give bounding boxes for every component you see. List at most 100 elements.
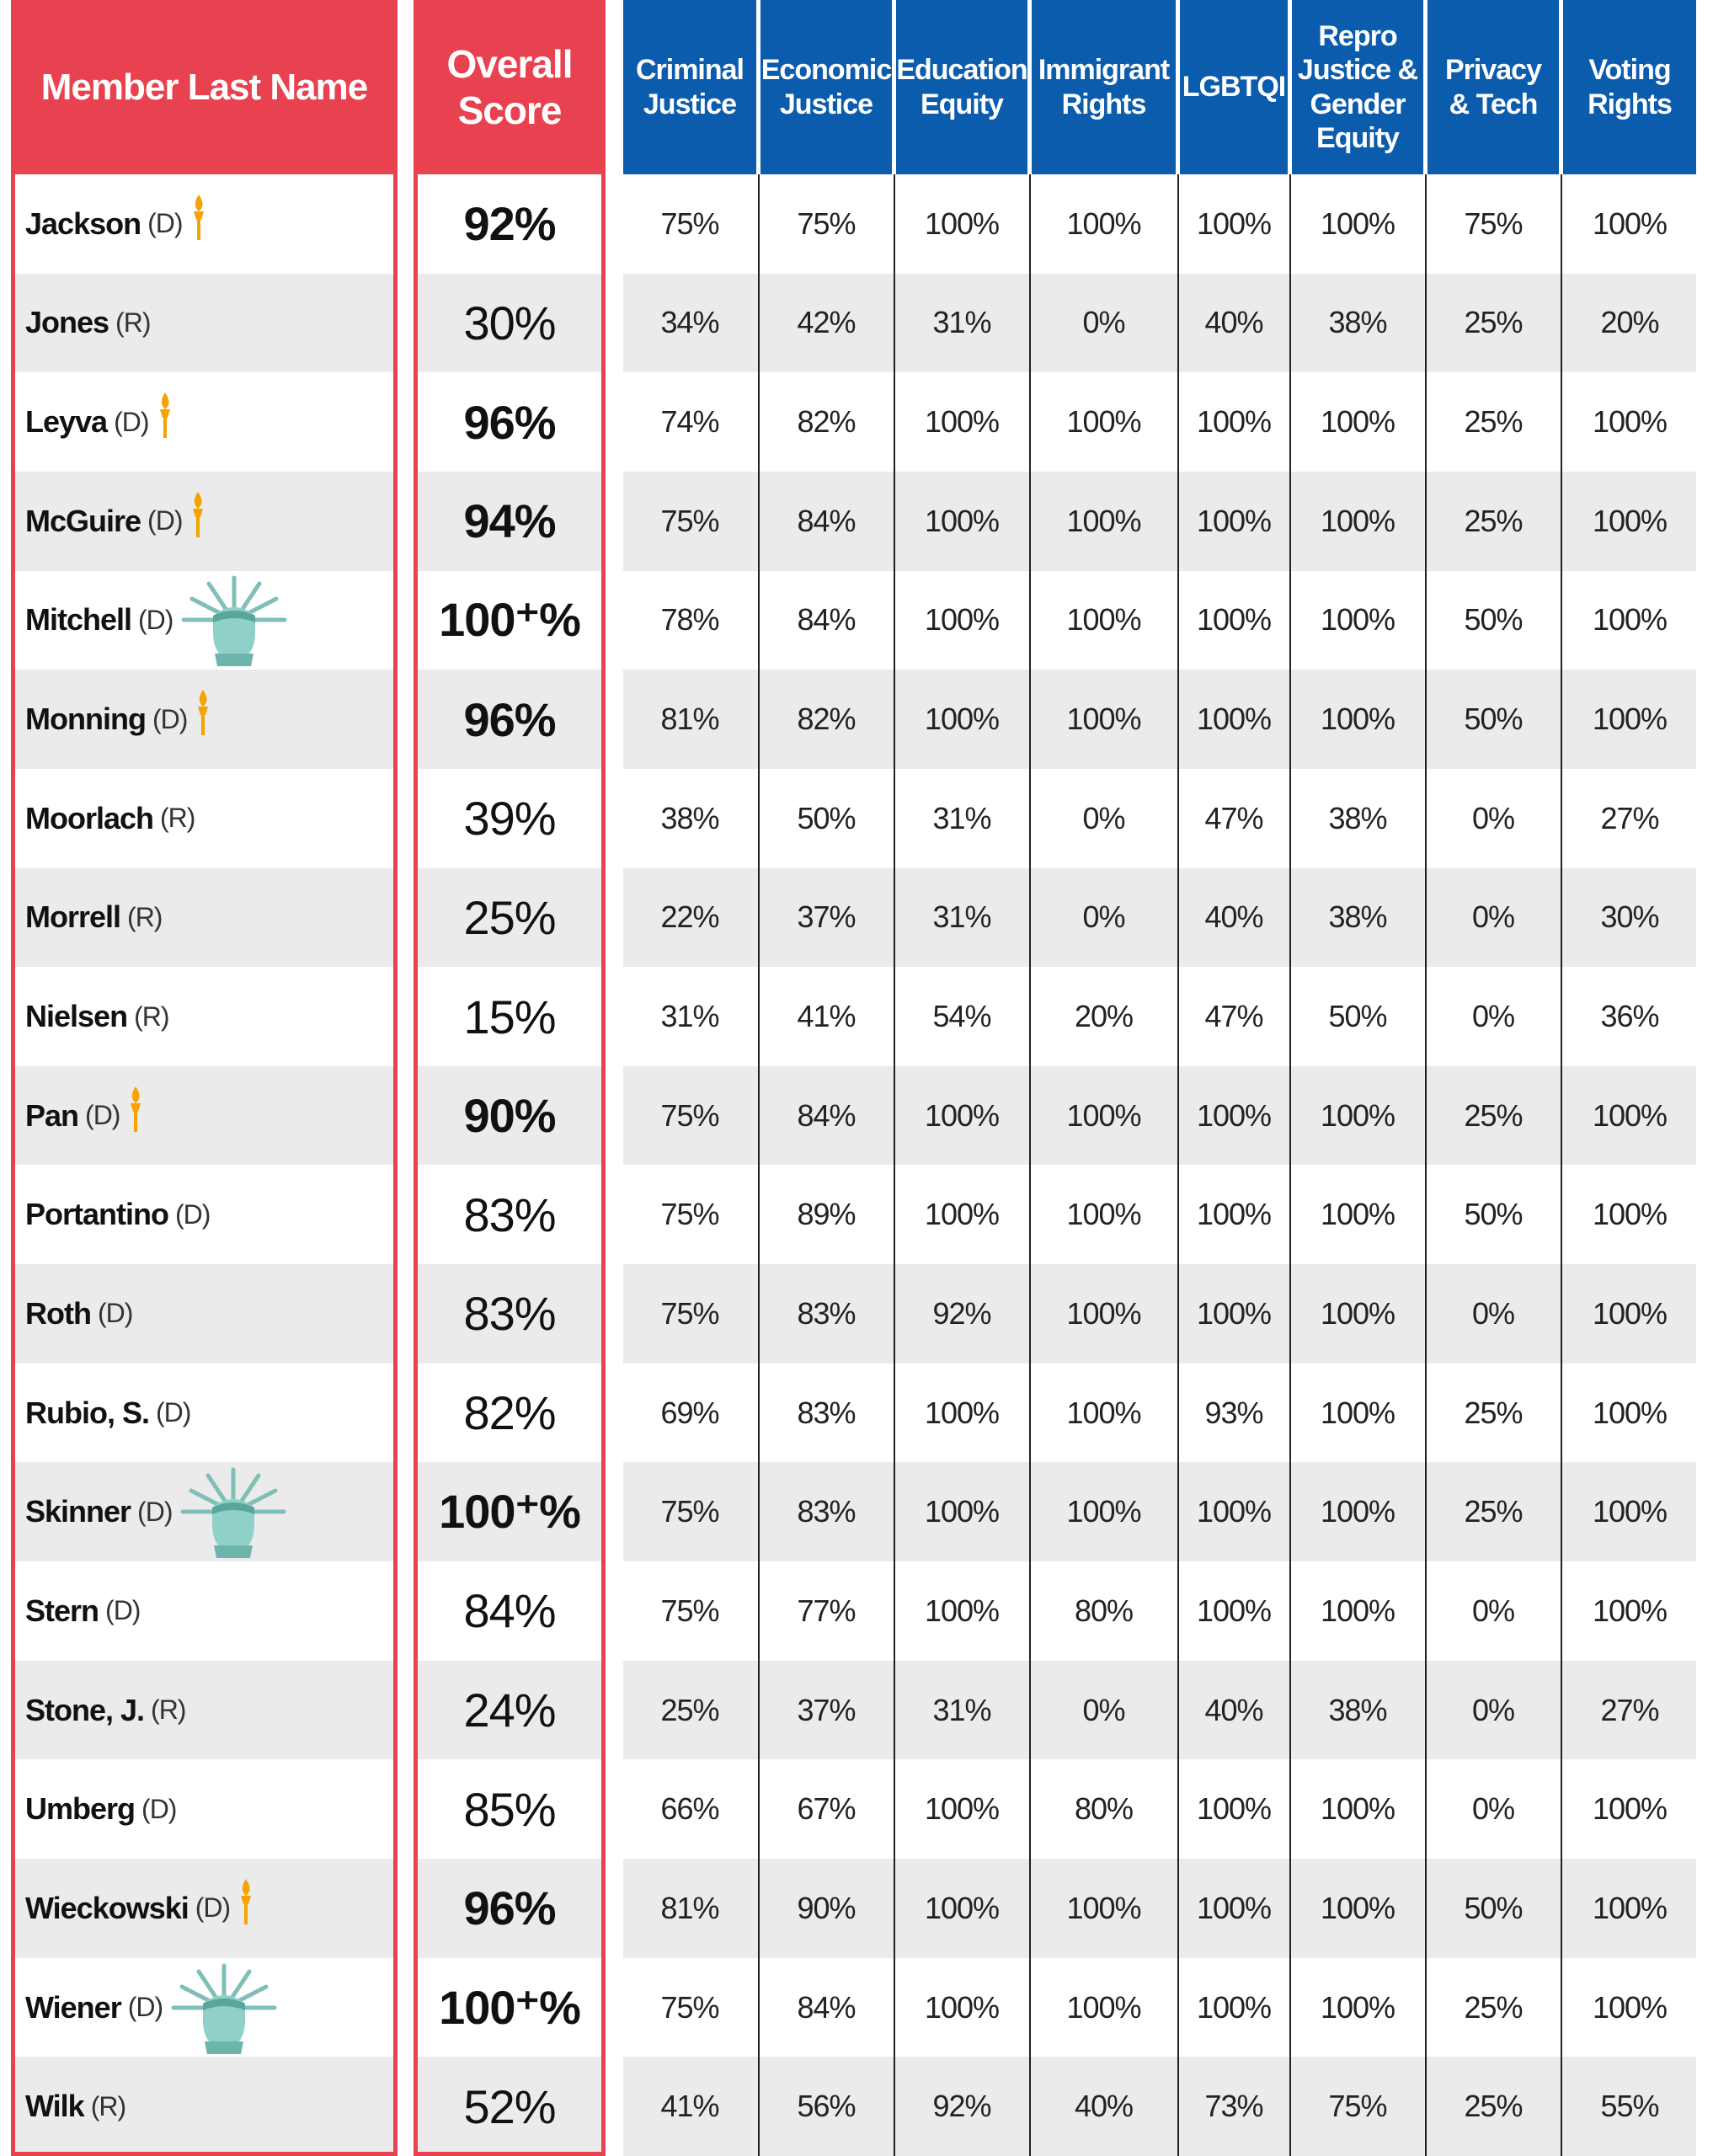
statue-icon: [179, 574, 289, 667]
overall-score: 96%: [463, 1881, 556, 1935]
column-divider: [1289, 174, 1291, 2156]
category-score: 100%: [1066, 1395, 1141, 1430]
member-name: Jackson: [25, 205, 141, 241]
column-divider: [1560, 174, 1562, 2156]
category-score: 25%: [1464, 1395, 1523, 1430]
category-score: 92%: [932, 2089, 991, 2124]
party: (R): [115, 307, 151, 338]
category-score: 100%: [1592, 503, 1668, 538]
member-name: Pan: [25, 1097, 79, 1133]
column-divider: [893, 174, 895, 2156]
category-score: 31%: [932, 800, 991, 835]
category-score: 25%: [1464, 1494, 1523, 1529]
member-name: Stern: [25, 1593, 99, 1628]
category-score: 100%: [1592, 1395, 1668, 1430]
category-score: 37%: [797, 1692, 856, 1727]
category-score: 84%: [797, 602, 856, 638]
category-score: 40%: [1074, 2089, 1134, 2124]
category-score: 31%: [660, 999, 719, 1033]
category-score: 0%: [1082, 1692, 1125, 1727]
category-score: 0%: [1471, 1593, 1515, 1628]
party: (D): [97, 1298, 133, 1329]
overall-score: 82%: [463, 1386, 556, 1440]
category-score: 25%: [1464, 404, 1523, 440]
party: (D): [195, 1892, 231, 1924]
category-score: 80%: [1074, 1791, 1134, 1827]
category-score: 89%: [797, 1197, 856, 1232]
member-name: Leyva: [25, 404, 108, 440]
category-score: 100%: [1196, 404, 1272, 440]
category-score: 100%: [924, 503, 1000, 538]
category-score: 100%: [924, 1791, 1000, 1827]
category-score: 75%: [660, 503, 719, 538]
category-score: 100%: [1592, 702, 1668, 737]
party: (D): [137, 1496, 173, 1527]
category-score: 25%: [1464, 1097, 1523, 1133]
name-cell: McGuire (D): [25, 472, 396, 571]
category-score: 100%: [1066, 1295, 1141, 1331]
category-score: 25%: [1464, 1989, 1523, 2025]
category-score: 100%: [924, 1890, 1000, 1925]
category-score: 100%: [1066, 602, 1141, 638]
overall-score: 85%: [463, 1782, 556, 1836]
name-cell: Skinner (D): [25, 1462, 396, 1561]
category-score: 0%: [1471, 1295, 1515, 1331]
category-score: 100%: [1196, 1097, 1272, 1133]
party: (D): [114, 406, 149, 437]
name-cell: Roth (D): [25, 1264, 396, 1364]
category-score: 50%: [1464, 1197, 1523, 1232]
category-score: 75%: [660, 1593, 719, 1628]
category-score: 78%: [660, 602, 719, 638]
torch-icon: [156, 392, 174, 440]
party: (D): [152, 703, 188, 734]
column-divider: [1177, 174, 1179, 2156]
category-score: 37%: [797, 899, 856, 935]
party: (R): [90, 2090, 126, 2121]
party: (D): [147, 505, 183, 536]
category-score: 56%: [797, 2089, 856, 2124]
category-score: 38%: [1328, 899, 1387, 935]
category-score: 38%: [660, 800, 719, 835]
party: (D): [156, 1397, 191, 1428]
party: (D): [127, 1992, 163, 2022]
row-background: [11, 1660, 1696, 1760]
row-background: [11, 670, 1696, 769]
overall-score: 25%: [463, 890, 556, 944]
overall-score: 39%: [463, 792, 556, 846]
category-score: 25%: [1464, 503, 1523, 538]
category-score: 100%: [1066, 1989, 1141, 2025]
member-name: Portantino: [25, 1197, 169, 1232]
header-category: Privacy & Tech: [1428, 0, 1559, 174]
member-name: Morrell: [25, 899, 121, 935]
category-score: 83%: [797, 1295, 856, 1331]
overall-score: 100⁺%: [439, 593, 581, 647]
torch-icon: [189, 491, 207, 539]
category-score: 100%: [1196, 602, 1272, 638]
category-score: 100%: [1196, 1890, 1272, 1925]
category-score: 100%: [1320, 1989, 1395, 2025]
overall-score: 94%: [463, 494, 556, 548]
category-score: 100%: [1066, 1097, 1141, 1133]
name-cell: Morrell (R): [25, 868, 396, 968]
name-cell: Mitchell (D): [25, 571, 396, 670]
party: (R): [134, 1001, 169, 1032]
category-score: 75%: [1464, 205, 1523, 241]
category-score: 100%: [924, 1494, 1000, 1529]
category-score: 100%: [1066, 1890, 1141, 1925]
overall-score: 24%: [463, 1684, 556, 1737]
category-score: 69%: [660, 1395, 719, 1430]
category-score: 100%: [1196, 1791, 1272, 1827]
column-divider: [757, 174, 760, 2156]
category-score: 30%: [1600, 899, 1659, 935]
member-name: Wilk: [25, 2089, 85, 2124]
name-cell: Stern (D): [25, 1561, 396, 1661]
category-score: 55%: [1600, 2089, 1659, 2124]
category-score: 75%: [660, 205, 719, 241]
category-score: 100%: [1592, 1791, 1668, 1827]
name-cell: Wilk (R): [25, 2057, 396, 2156]
gap: [398, 0, 414, 2156]
category-score: 40%: [1204, 1692, 1263, 1727]
category-score: 31%: [932, 305, 991, 340]
category-score: 75%: [660, 1097, 719, 1133]
